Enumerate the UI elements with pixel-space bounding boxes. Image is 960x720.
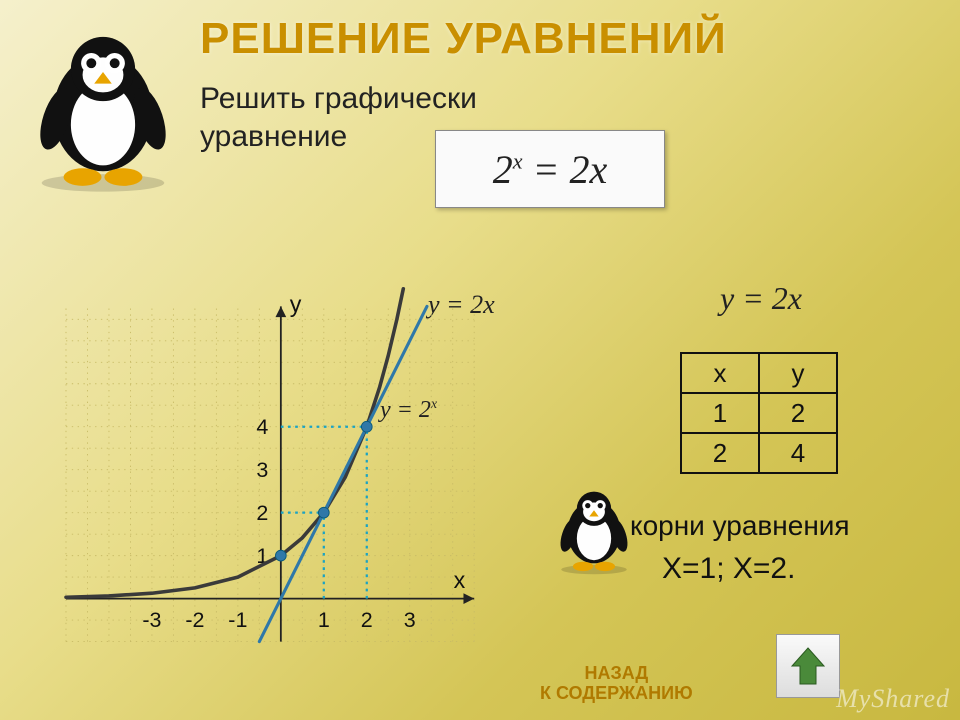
svg-text:1: 1 [318,608,330,632]
nav-back-link[interactable]: НАЗАД К СОДЕРЖАНИЮ [540,663,693,704]
equation-text: 2x = 2x [493,146,608,193]
table-header-y: у [759,353,837,393]
equation-line-large: y = 2x [720,280,802,317]
table-cell: 1 [681,393,759,433]
nav-back-line2: К СОДЕРЖАНИЮ [540,683,693,703]
chart-area: ух-3-2-11231234 [0,262,576,672]
svg-text:3: 3 [256,458,268,482]
table-row: 2 4 [681,433,837,473]
nav-back-button[interactable] [776,634,840,698]
xy-table: х у 1 2 2 4 [680,352,838,474]
svg-text:4: 4 [256,415,268,439]
svg-text:-3: -3 [142,608,161,632]
svg-text:х: х [454,567,466,593]
svg-text:-1: -1 [228,608,247,632]
watermark: MyShared [836,684,950,714]
svg-text:2: 2 [256,501,268,525]
table-cell: 2 [681,433,759,473]
roots-label: корни уравнения [630,510,850,542]
svg-text:2: 2 [361,608,373,632]
svg-text:-2: -2 [185,608,204,632]
table-row: 1 2 [681,393,837,433]
slide-root: РЕШЕНИЕ УРАВНЕНИЙ Решить графически урав… [0,0,960,720]
table-header-x: х [681,353,759,393]
roots-values: Х=1; Х=2. [662,552,795,586]
table-row: х у [681,353,837,393]
subtitle-line2: уравнение [200,120,347,153]
arrow-up-icon [786,644,830,688]
slide-title: РЕШЕНИЕ УРАВНЕНИЙ [200,14,727,64]
table-cell: 2 [759,393,837,433]
penguin-icon [30,34,176,180]
nav-back-line1: НАЗАД [584,663,648,683]
svg-text:3: 3 [404,608,416,632]
equation-box: 2x = 2x [435,130,665,208]
table-cell: 4 [759,433,837,473]
subtitle-line1: Решить графически [200,82,477,115]
svg-text:у: у [290,291,302,317]
